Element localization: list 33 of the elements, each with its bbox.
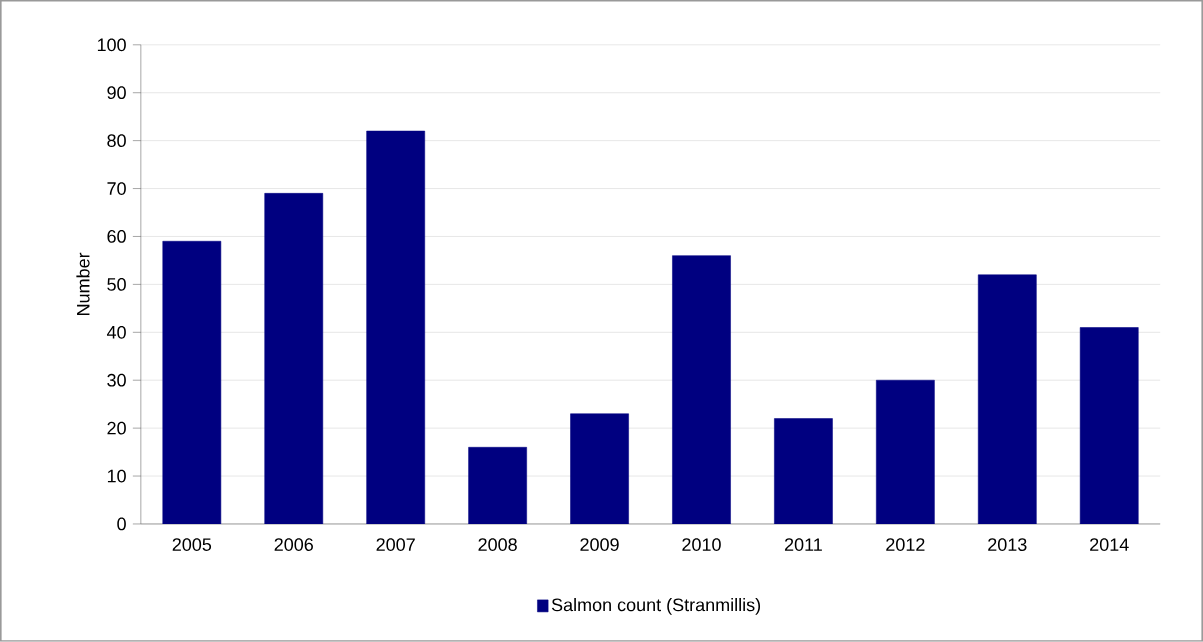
- y-tick-label: 40: [106, 326, 126, 339]
- x-tick-label: 2006: [274, 538, 313, 552]
- x-tick-label: 2008: [478, 538, 517, 552]
- y-tick-label: 60: [107, 230, 126, 243]
- legend-label: Salmon count (Stranmillis): [551, 598, 761, 615]
- bar: [672, 255, 731, 525]
- y-tick-label: 90: [107, 86, 126, 100]
- bar: [570, 413, 629, 525]
- bar: [876, 380, 935, 525]
- y-tick-label: 0: [117, 517, 126, 531]
- y-axis-title: Number: [76, 252, 90, 316]
- y-tick-label: 30: [107, 373, 126, 387]
- y-tick-label: 50: [107, 278, 126, 291]
- bar: [366, 130, 426, 525]
- y-tick-label: 100: [97, 38, 126, 52]
- x-tick-label: 2009: [580, 538, 619, 552]
- x-tick-label: 2012: [886, 538, 925, 552]
- x-tick-label: 2010: [682, 538, 721, 552]
- y-tick-label: 20: [107, 421, 126, 435]
- bar: [1079, 327, 1139, 525]
- y-tick-label: 70: [107, 182, 126, 196]
- y-tick-label: 80: [107, 134, 126, 148]
- x-tick-label: 2007: [376, 538, 415, 552]
- bar: [162, 241, 222, 525]
- x-tick-label: 2011: [784, 538, 822, 552]
- bar: [264, 193, 324, 525]
- x-tick-label: 2005: [172, 538, 212, 552]
- bar: [774, 418, 833, 525]
- bar: [977, 274, 1037, 525]
- x-tick-label: 2014: [1090, 538, 1129, 552]
- bar: [468, 447, 527, 525]
- y-tick-label: 10: [107, 469, 126, 483]
- x-tick-label: 2013: [988, 538, 1027, 552]
